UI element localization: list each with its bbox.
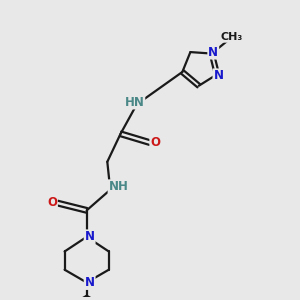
Text: N: N bbox=[214, 69, 224, 82]
Text: N: N bbox=[85, 230, 94, 243]
Text: N: N bbox=[208, 46, 218, 59]
Text: O: O bbox=[47, 196, 57, 209]
Text: NH: NH bbox=[109, 180, 128, 193]
Text: O: O bbox=[150, 136, 160, 149]
Text: HN: HN bbox=[124, 95, 144, 109]
Text: N: N bbox=[85, 276, 94, 289]
Text: CH₃: CH₃ bbox=[220, 32, 243, 42]
